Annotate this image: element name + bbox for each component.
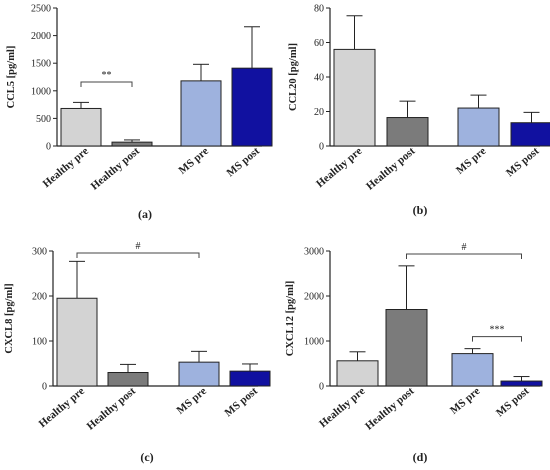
bar-ms-pre <box>451 353 494 387</box>
x-tick-label: MS post <box>222 385 260 419</box>
x-tick-label: MS post <box>224 145 262 179</box>
y-tick-label: 3000 <box>304 247 324 258</box>
y-tick-label: 500 <box>36 114 51 125</box>
y-axis-label: CXCL8 [pg/ml] <box>4 283 15 353</box>
x-tick-label: Healthy pre <box>317 385 367 430</box>
bar-ms-post <box>500 380 543 387</box>
x-tick-label: MS post <box>494 385 532 419</box>
significance-bracket <box>472 336 522 342</box>
y-axis-label: CCL5 [pg/ml] <box>6 46 17 109</box>
x-tick-label: Healthy post <box>85 385 139 433</box>
bar-healthy-pre <box>333 48 376 147</box>
y-axis-label: CXCL12 [pg/ml] <box>285 281 296 357</box>
x-tick-label: Healthy post <box>364 145 418 193</box>
significance-bracket <box>76 252 200 258</box>
panel-d: 0 1000 2000 3000 CXCL12 [pg/ml] Healthy preHe… <box>285 242 543 464</box>
bar-healthy-post <box>107 372 149 387</box>
significance-label: *** <box>490 325 505 336</box>
bar-ms-pre <box>180 80 222 147</box>
y-tick-label: 1500 <box>31 59 51 70</box>
panel-label-d: (d) <box>413 450 428 464</box>
y-tick-label: 200 <box>32 292 47 303</box>
bar-ms-post <box>229 370 271 387</box>
significance-label: # <box>462 242 467 253</box>
bar-ms-post <box>231 67 273 147</box>
bar-ms-pre <box>178 361 220 387</box>
bar-healthy-post <box>386 117 429 147</box>
bar-healthy-post <box>385 309 428 387</box>
x-tick-label: MS pre <box>448 385 483 417</box>
y-tick-label: 0 <box>42 382 47 393</box>
panel-label-a: (a) <box>138 207 152 221</box>
bar-ms-post <box>510 122 550 147</box>
significance-label: # <box>136 241 141 252</box>
bar-healthy-post <box>111 141 153 147</box>
bar-healthy-pre <box>56 297 98 387</box>
x-tick-label: MS pre <box>454 145 489 177</box>
significance-label: ** <box>102 70 112 81</box>
y-tick-label: 1000 <box>304 337 324 348</box>
panel-label-c: (c) <box>140 450 153 464</box>
y-tick-label: 60 <box>314 38 324 49</box>
y-tick-label: 2000 <box>304 292 324 303</box>
x-tick-label: Healthy post <box>89 145 143 193</box>
x-tick-label: Healthy post <box>363 385 417 433</box>
x-tick-label: MS pre <box>174 385 209 417</box>
y-tick-label: 40 <box>314 73 324 84</box>
y-tick-label: 300 <box>32 247 47 258</box>
significance-bracket <box>80 81 133 87</box>
y-tick-label: 100 <box>32 337 47 348</box>
x-tick-label: MS pre <box>176 145 211 177</box>
panel-label-b: (b) <box>413 203 428 217</box>
y-tick-label: 0 <box>319 382 324 393</box>
significance-bracket <box>406 253 522 259</box>
y-axis-label: CCL20 [pg/ml] <box>288 43 299 111</box>
x-tick-label: MS post <box>504 145 542 179</box>
panel-a: 0 500 1000 1500 2000 2500 CCL5 [pg/ml] Healthy … <box>6 4 273 221</box>
bar-healthy-pre <box>60 107 102 147</box>
bar-healthy-pre <box>336 360 379 387</box>
y-tick-label: 80 <box>314 4 324 15</box>
y-tick-label: 0 <box>46 142 51 153</box>
y-tick-label: 1000 <box>31 86 51 97</box>
y-tick-label: 2500 <box>31 4 51 15</box>
y-tick-label: 20 <box>314 107 324 118</box>
y-tick-label: 2000 <box>31 31 51 42</box>
y-tick-label: 0 <box>319 142 324 153</box>
bar-ms-pre <box>457 107 500 147</box>
